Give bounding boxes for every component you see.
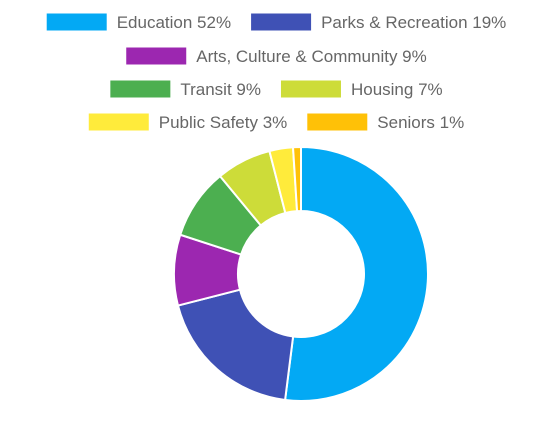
slice-education[interactable]	[283, 145, 429, 402]
legend-swatch-seniors	[307, 113, 368, 131]
legend-item-public-safety[interactable]: Public Safety 3%	[88, 113, 288, 132]
legend-swatch-housing	[280, 80, 341, 98]
legend-swatch-transit	[110, 80, 171, 98]
legend-item-arts-culture-community[interactable]: Arts, Culture & Community 9%	[126, 47, 427, 66]
legend-item-transit[interactable]: Transit 9%	[110, 80, 261, 99]
slice-parks-recreation[interactable]	[176, 288, 295, 402]
legend-swatch-arts-culture-community	[126, 47, 187, 65]
legend-swatch-public-safety	[88, 113, 149, 131]
legend-item-seniors[interactable]: Seniors 1%	[307, 113, 464, 132]
legend-swatch-parks-recreation	[251, 13, 312, 31]
slice-seniors[interactable]	[291, 145, 302, 213]
legend-label-seniors: Seniors 1%	[377, 113, 464, 132]
doughnut-slices	[173, 145, 429, 402]
legend-item-housing[interactable]: Housing 7%	[280, 80, 443, 99]
legend-swatch-education	[46, 13, 107, 31]
legend-label-education: Education 52%	[117, 13, 231, 32]
legend-label-housing: Housing 7%	[351, 80, 443, 99]
legend-label-parks-recreation: Parks & Recreation 19%	[321, 13, 506, 32]
legend-item-education[interactable]: Education 52%	[46, 13, 231, 32]
legend-label-transit: Transit 9%	[180, 80, 261, 99]
legend-label-public-safety: Public Safety 3%	[159, 113, 288, 132]
legend-label-arts-culture-community: Arts, Culture & Community 9%	[196, 47, 427, 66]
legend-item-parks-recreation[interactable]: Parks & Recreation 19%	[251, 13, 506, 32]
chart-legend: Education 52% Parks & Recreation 19% Arts,…	[46, 13, 506, 132]
